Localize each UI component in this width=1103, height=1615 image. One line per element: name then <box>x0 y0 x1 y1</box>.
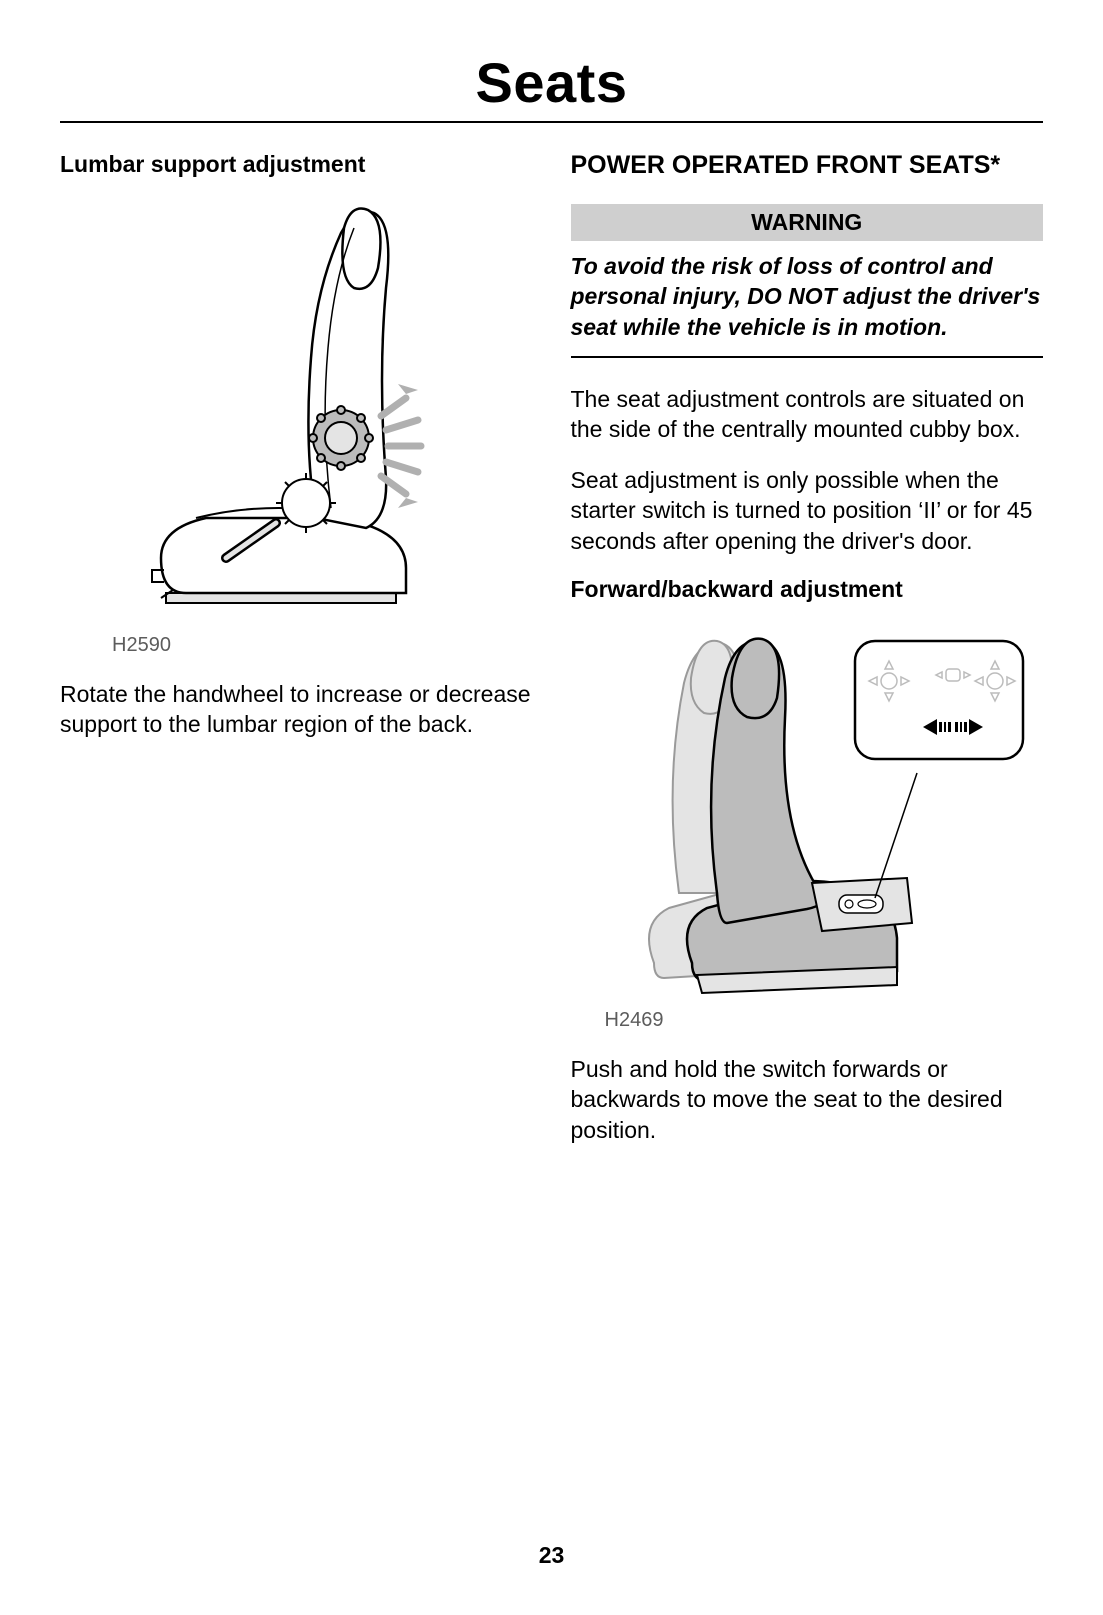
lumbar-body: Rotate the handwheel to increase or decr… <box>60 679 533 740</box>
warning-label: WARNING <box>571 204 1044 241</box>
page-title: Seats <box>60 50 1043 115</box>
page-title-row: Seats <box>60 50 1043 123</box>
warning-body: To avoid the risk of loss of control and… <box>571 251 1044 358</box>
page-number: 23 <box>0 1542 1103 1569</box>
lumbar-figure-label: H2590 <box>112 634 533 657</box>
right-column: POWER OPERATED FRONT SEATS* WARNING To a… <box>571 151 1044 1165</box>
lumbar-heading: Lumbar support adjustment <box>60 151 533 178</box>
fwd-back-heading: Forward/backward adjustment <box>571 576 1044 603</box>
lumbar-seat-illustration <box>106 198 486 628</box>
fwdback-seat-illustration <box>587 623 1027 1003</box>
fwdback-figure: H2469 <box>571 623 1044 1032</box>
fwdback-body: Push and hold the switch forwards or bac… <box>571 1054 1044 1145</box>
power-para-2: Seat adjustment is only possible when th… <box>571 465 1044 556</box>
fwdback-figure-label: H2469 <box>605 1009 1044 1032</box>
power-para-1: The seat adjustment controls are situate… <box>571 384 1044 445</box>
power-seats-heading: POWER OPERATED FRONT SEATS* <box>571 151 1044 180</box>
lumbar-figure: H2590 <box>60 198 533 657</box>
left-column: Lumbar support adjustment <box>60 151 533 1165</box>
